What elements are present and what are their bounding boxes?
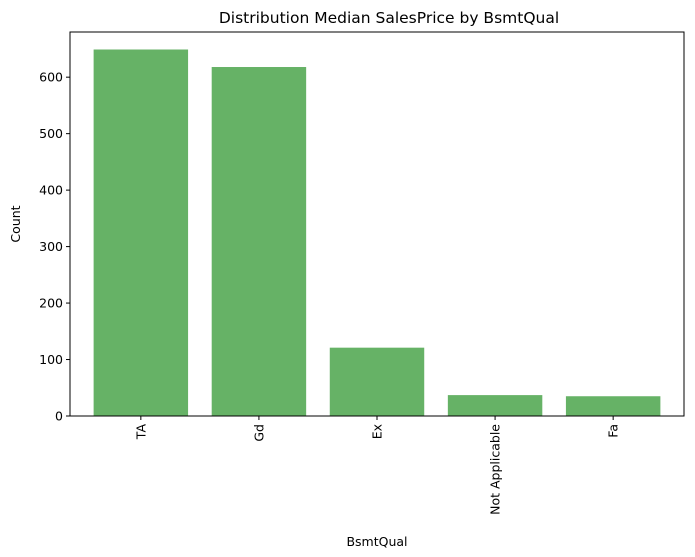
y-tick-label: 200 xyxy=(39,296,63,311)
bar-ta xyxy=(93,49,189,416)
y-tick-label: 600 xyxy=(39,70,63,85)
x-axis-ticks: TA Gd Ex Not Applicable Fa xyxy=(133,416,621,515)
y-tick-label: 500 xyxy=(39,126,63,141)
x-tick-label: Not Applicable xyxy=(488,424,503,515)
y-tick-label: 100 xyxy=(39,352,63,367)
x-tick-label: TA xyxy=(133,424,148,441)
y-tick-label: 300 xyxy=(39,239,63,254)
bar-fa xyxy=(565,396,661,416)
bar-ex xyxy=(329,347,425,416)
x-tick-label: Fa xyxy=(606,424,621,438)
x-tick-label: Gd xyxy=(251,424,266,442)
y-tick-label: 400 xyxy=(39,183,63,198)
bar-gd xyxy=(211,67,307,416)
x-tick-label: Ex xyxy=(370,424,385,439)
plot-area: 0 100 200 300 400 500 600 TA Gd Ex Not Applicable… xyxy=(39,31,685,515)
y-tick-label: 0 xyxy=(55,409,63,424)
bars xyxy=(93,49,661,416)
y-axis-label: Count xyxy=(8,205,23,242)
x-axis-label: BsmtQual xyxy=(346,534,407,549)
y-axis-ticks: 0 100 200 300 400 500 600 xyxy=(39,70,70,424)
bar-not-applicable xyxy=(447,395,543,416)
chart-title: Distribution Median SalesPrice by BsmtQu… xyxy=(219,9,559,27)
